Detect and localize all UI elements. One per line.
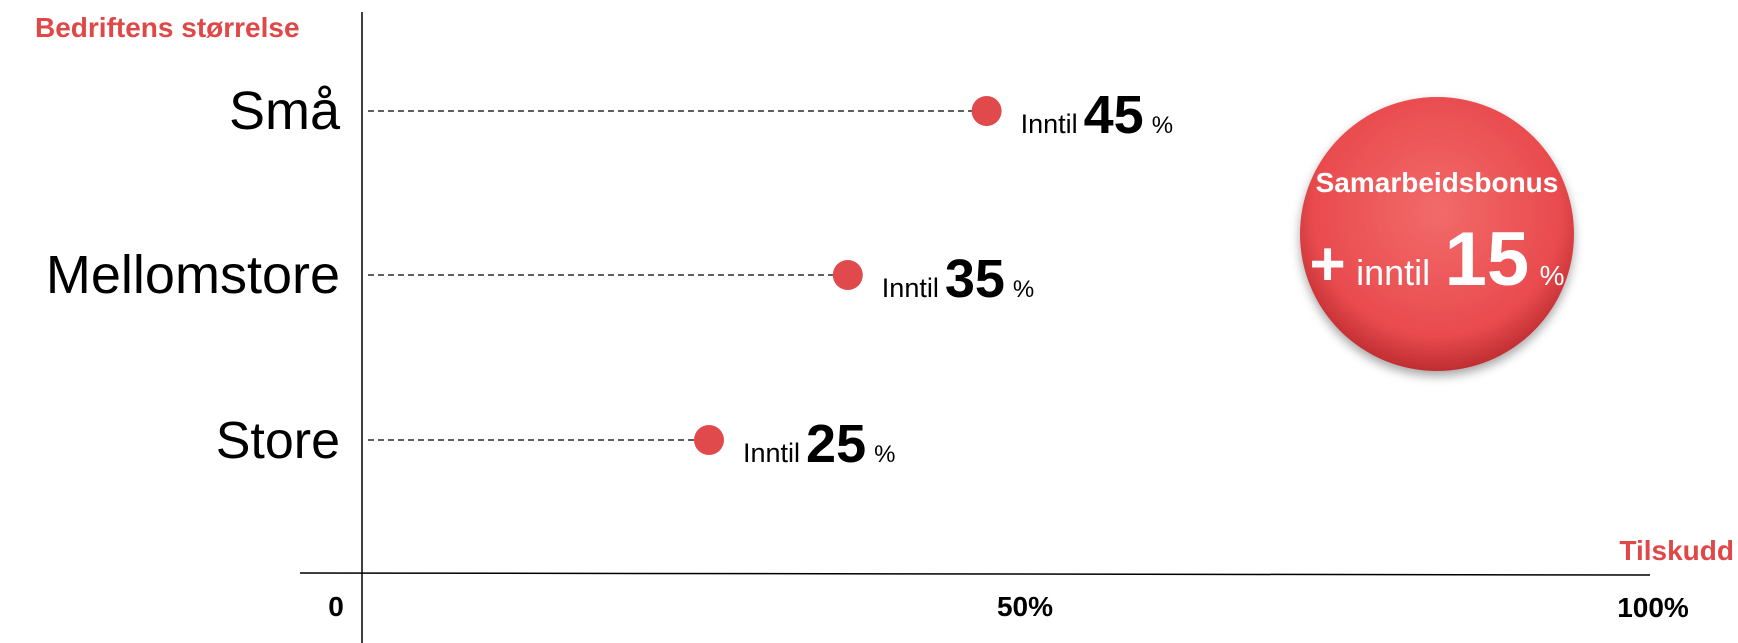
x-tick-label-50: 50% — [997, 591, 1053, 622]
bonus-circle — [1300, 97, 1574, 371]
x-axis-title: Tilskudd — [1619, 535, 1734, 566]
bonus-unit: % — [1540, 260, 1565, 291]
data-label-prefix: Inntil — [743, 438, 800, 468]
data-point — [694, 425, 724, 455]
bonus-plus: + — [1309, 230, 1345, 299]
y-axis-title: Bedriftens størrelse — [35, 12, 300, 43]
data-label: Inntil 45% — [1021, 85, 1173, 145]
x-tick-label-100: 100% — [1617, 592, 1689, 623]
category-label: Store — [216, 412, 340, 470]
series-group: Små Inntil 45 %Mellomstore Inntil 35 %Store Inn… — [46, 81, 1173, 474]
bonus-line: + inntil 15 % — [1309, 217, 1564, 302]
data-label: Inntil 35% — [882, 249, 1034, 309]
x-tick-label-0: 0 — [328, 591, 344, 622]
bonus-prefix: inntil — [1356, 252, 1430, 293]
data-label-value: 45 — [1084, 85, 1144, 145]
data-label-unit: % — [1152, 112, 1173, 139]
data-label-unit: % — [874, 441, 895, 468]
bonus-title: Samarbeidsbonus — [1316, 167, 1559, 198]
bonus-value: 15 — [1445, 217, 1530, 302]
data-label-value: 25 — [806, 414, 866, 474]
data-label-value: 35 — [945, 249, 1005, 309]
data-label-prefix: Inntil — [1021, 109, 1078, 139]
data-label-prefix: Inntil — [882, 273, 939, 303]
x-axis — [299, 572, 1651, 576]
category-label: Små — [229, 81, 341, 141]
category-label: Mellomstore — [46, 245, 340, 305]
data-point — [832, 260, 863, 290]
data-label: Inntil 25% — [743, 414, 895, 474]
data-label-unit: % — [1013, 276, 1034, 303]
bonus-badge: Samarbeidsbonus + inntil 15 % — [1300, 97, 1574, 371]
data-point — [971, 96, 1002, 126]
